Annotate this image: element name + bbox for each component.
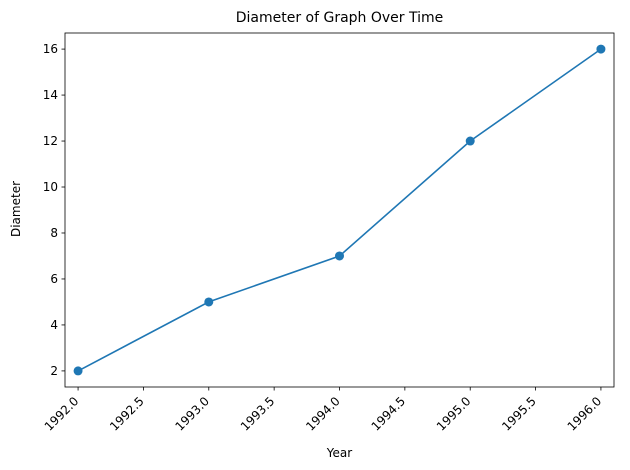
x-tick-label-4: 1994.0 <box>303 394 343 434</box>
x-axis-label: Year <box>326 446 352 460</box>
y-tick-label-0: 2 <box>50 364 58 378</box>
plot-area: 2 4 6 8 10 12 14 16 1992.0 1992.5 1993.0 1993.5 1994… <box>42 32 615 434</box>
y-tick-label-2: 6 <box>50 272 58 286</box>
x-tick-label-2: 1993.0 <box>172 394 212 434</box>
series-line-0 <box>77 48 602 372</box>
x-tick-label-0: 1992.0 <box>42 394 82 434</box>
data-point-0-3 <box>465 136 475 146</box>
y-tick-label-1: 4 <box>50 318 58 332</box>
data-point-0-2 <box>335 251 344 261</box>
data-point-0-0 <box>73 366 83 376</box>
chart-title: Diameter of Graph Over Time <box>236 10 444 26</box>
y-tick-label-7: 16 <box>43 42 58 56</box>
data-point-0-1 <box>204 297 214 307</box>
x-tick-label-6: 1995.0 <box>434 394 474 434</box>
x-tick-label-5: 1994.5 <box>369 394 409 434</box>
x-tick-label-7: 1995.5 <box>499 394 539 434</box>
y-axis-label: Diameter <box>9 181 23 237</box>
x-tick-label-8: 1996.0 <box>565 394 605 434</box>
y-tick-label-4: 10 <box>43 180 58 194</box>
y-tick-label-3: 8 <box>50 226 58 240</box>
data-point-0-4 <box>596 44 606 54</box>
x-tick-label-3: 1993.5 <box>238 394 278 434</box>
y-tick-label-5: 12 <box>43 134 58 148</box>
y-tick-label-6: 14 <box>43 88 58 102</box>
x-tick-label-1: 1992.5 <box>107 394 147 434</box>
